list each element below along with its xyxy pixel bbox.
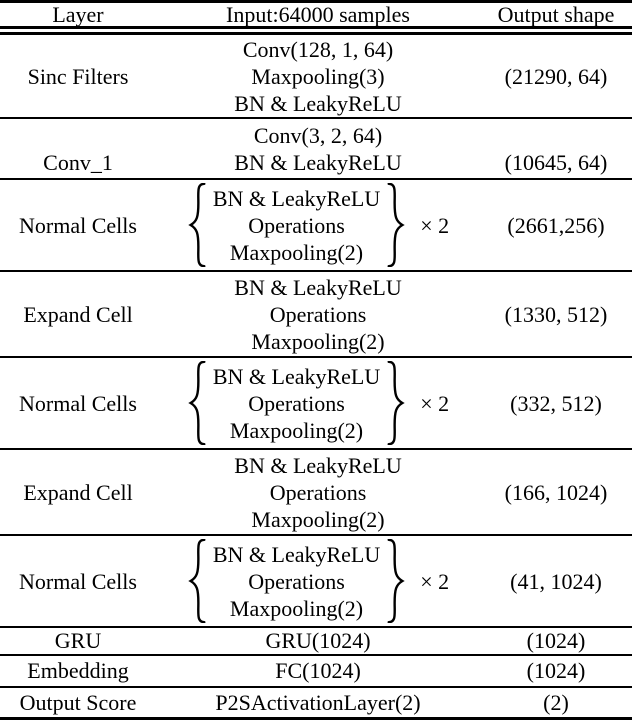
ops-cell: P2SActivationLayer(2) bbox=[215, 689, 421, 715]
op-line: Maxpooling(2) bbox=[229, 595, 364, 621]
table-row-expand-cell-1: Expand Cell BN & LeakyReLU Operations Ma… bbox=[0, 271, 632, 358]
output-cell: (1330, 512) bbox=[480, 271, 632, 358]
output-cell: (332, 512) bbox=[480, 357, 632, 450]
braced-ops-group: BN & LeakyReLU Operations Maxpooling(2) … bbox=[156, 361, 480, 445]
ops-stack: BN & LeakyReLU Operations Maxpooling(2) bbox=[207, 541, 386, 622]
op-line: Maxpooling(2) bbox=[229, 417, 364, 443]
layer-cell: GRU bbox=[0, 627, 156, 656]
output-cell: (1024) bbox=[480, 655, 632, 688]
braced-ops-group: BN & LeakyReLU Operations Maxpooling(2) … bbox=[156, 183, 480, 267]
layer-cell: Expand Cell bbox=[0, 271, 156, 358]
ops-stack: Conv(3, 2, 64) BN & LeakyReLU bbox=[156, 122, 480, 176]
right-brace-icon bbox=[386, 539, 406, 623]
layer-cell: Normal Cells bbox=[0, 357, 156, 450]
op-line: Conv(3, 2, 64) bbox=[253, 122, 383, 148]
right-brace-icon bbox=[386, 183, 406, 267]
op-line: BN & LeakyReLU bbox=[212, 541, 381, 567]
ops-cell: Conv(128, 1, 64) Maxpooling(3) BN & Leak… bbox=[156, 30, 480, 119]
table-row-normal-cells-3: Normal Cells BN & LeakyReLU Operations M… bbox=[0, 535, 632, 628]
ops-cell: GRU(1024) bbox=[156, 627, 480, 656]
output-cell: (41, 1024) bbox=[480, 535, 632, 628]
op-line: Operations bbox=[248, 568, 345, 594]
output-cell: (2661,256) bbox=[480, 179, 632, 272]
braced-ops-group: BN & LeakyReLU Operations Maxpooling(2) … bbox=[156, 539, 480, 623]
ops-cell: Conv(3, 2, 64) BN & LeakyReLU bbox=[156, 118, 480, 180]
ops-stack: BN & LeakyReLU Operations Maxpooling(2) bbox=[156, 452, 480, 533]
layer-cell: Expand Cell bbox=[0, 449, 156, 536]
output-cell: (1024) bbox=[480, 627, 632, 656]
ops-cell: BN & LeakyReLU Operations Maxpooling(2) … bbox=[156, 535, 480, 628]
right-brace-icon bbox=[386, 361, 406, 445]
ops-stack: BN & LeakyReLU Operations Maxpooling(2) bbox=[207, 363, 386, 444]
op-line: Maxpooling(3) bbox=[251, 63, 385, 89]
op-line: BN & LeakyReLU bbox=[234, 452, 402, 478]
layer-cell: Normal Cells bbox=[0, 179, 156, 272]
col-header-layer: Layer bbox=[0, 1, 156, 35]
table-row-embedding: Embedding FC(1024) (1024) bbox=[0, 655, 632, 688]
layer-cell: Output Score bbox=[19, 689, 137, 715]
ops-stack: BN & LeakyReLU Operations Maxpooling(2) bbox=[207, 185, 386, 266]
op-line: Maxpooling(2) bbox=[229, 239, 364, 265]
op-line: Maxpooling(2) bbox=[251, 328, 385, 354]
output-cell: (166, 1024) bbox=[480, 449, 632, 536]
table-row-expand-cell-2: Expand Cell BN & LeakyReLU Operations Ma… bbox=[0, 449, 632, 536]
ops-cell: BN & LeakyReLU Operations Maxpooling(2) … bbox=[156, 179, 480, 272]
table-row-output-score: Output Score P2SActivationLayer(2) (2) bbox=[0, 687, 632, 719]
op-line: Conv(128, 1, 64) bbox=[242, 36, 394, 62]
repeat-multiplier: × 2 bbox=[420, 568, 450, 594]
op-line: BN & LeakyReLU bbox=[234, 274, 402, 300]
ops-cell: BN & LeakyReLU Operations Maxpooling(2) … bbox=[156, 357, 480, 450]
layer-cell: Normal Cells bbox=[0, 535, 156, 628]
op-line: Maxpooling(2) bbox=[251, 506, 385, 532]
ops-stack: BN & LeakyReLU Operations Maxpooling(2) bbox=[156, 274, 480, 355]
op-line: BN & LeakyReLU bbox=[212, 363, 381, 389]
op-line: BN & LeakyReLU bbox=[234, 149, 402, 175]
table-row-normal-cells-1: Normal Cells BN & LeakyReLU Operations M… bbox=[0, 179, 632, 272]
ops-cell: BN & LeakyReLU Operations Maxpooling(2) bbox=[156, 449, 480, 536]
layer-cell: Embedding bbox=[0, 655, 156, 688]
layer-cell: Conv_1 bbox=[0, 118, 156, 180]
op-line: Operations bbox=[248, 390, 345, 416]
table-row-normal-cells-2: Normal Cells BN & LeakyReLU Operations M… bbox=[0, 357, 632, 450]
ops-cell: FC(1024) bbox=[156, 655, 480, 688]
left-brace-icon bbox=[187, 361, 207, 445]
table-row-conv-1: Conv_1 Conv(3, 2, 64) BN & LeakyReLU (10… bbox=[0, 118, 632, 180]
header-row: Layer Input:64000 samples Output shape bbox=[0, 1, 632, 35]
repeat-multiplier: × 2 bbox=[420, 212, 450, 238]
table-row-gru: GRU GRU(1024) (1024) bbox=[0, 627, 632, 656]
op-line: Operations bbox=[248, 212, 345, 238]
op-line: BN & LeakyReLU bbox=[212, 185, 381, 211]
ops-stack: Conv(128, 1, 64) Maxpooling(3) BN & Leak… bbox=[156, 36, 480, 117]
left-brace-icon bbox=[187, 183, 207, 267]
op-line: Operations bbox=[269, 479, 367, 505]
op-line: BN & LeakyReLU bbox=[234, 90, 402, 116]
op-line: Operations bbox=[269, 301, 367, 327]
col-header-input: Input:64000 samples bbox=[156, 1, 480, 35]
table-row-sinc-filters: Sinc Filters Conv(128, 1, 64) Maxpooling… bbox=[0, 30, 632, 119]
repeat-multiplier: × 2 bbox=[420, 390, 450, 416]
output-cell: (2) bbox=[543, 689, 569, 715]
ops-cell: BN & LeakyReLU Operations Maxpooling(2) bbox=[156, 271, 480, 358]
layer-cell: Sinc Filters bbox=[0, 30, 156, 119]
left-brace-icon bbox=[187, 539, 207, 623]
output-cell: (21290, 64) bbox=[480, 30, 632, 119]
output-cell: (10645, 64) bbox=[480, 118, 632, 180]
col-header-output-shape: Output shape bbox=[480, 1, 632, 35]
